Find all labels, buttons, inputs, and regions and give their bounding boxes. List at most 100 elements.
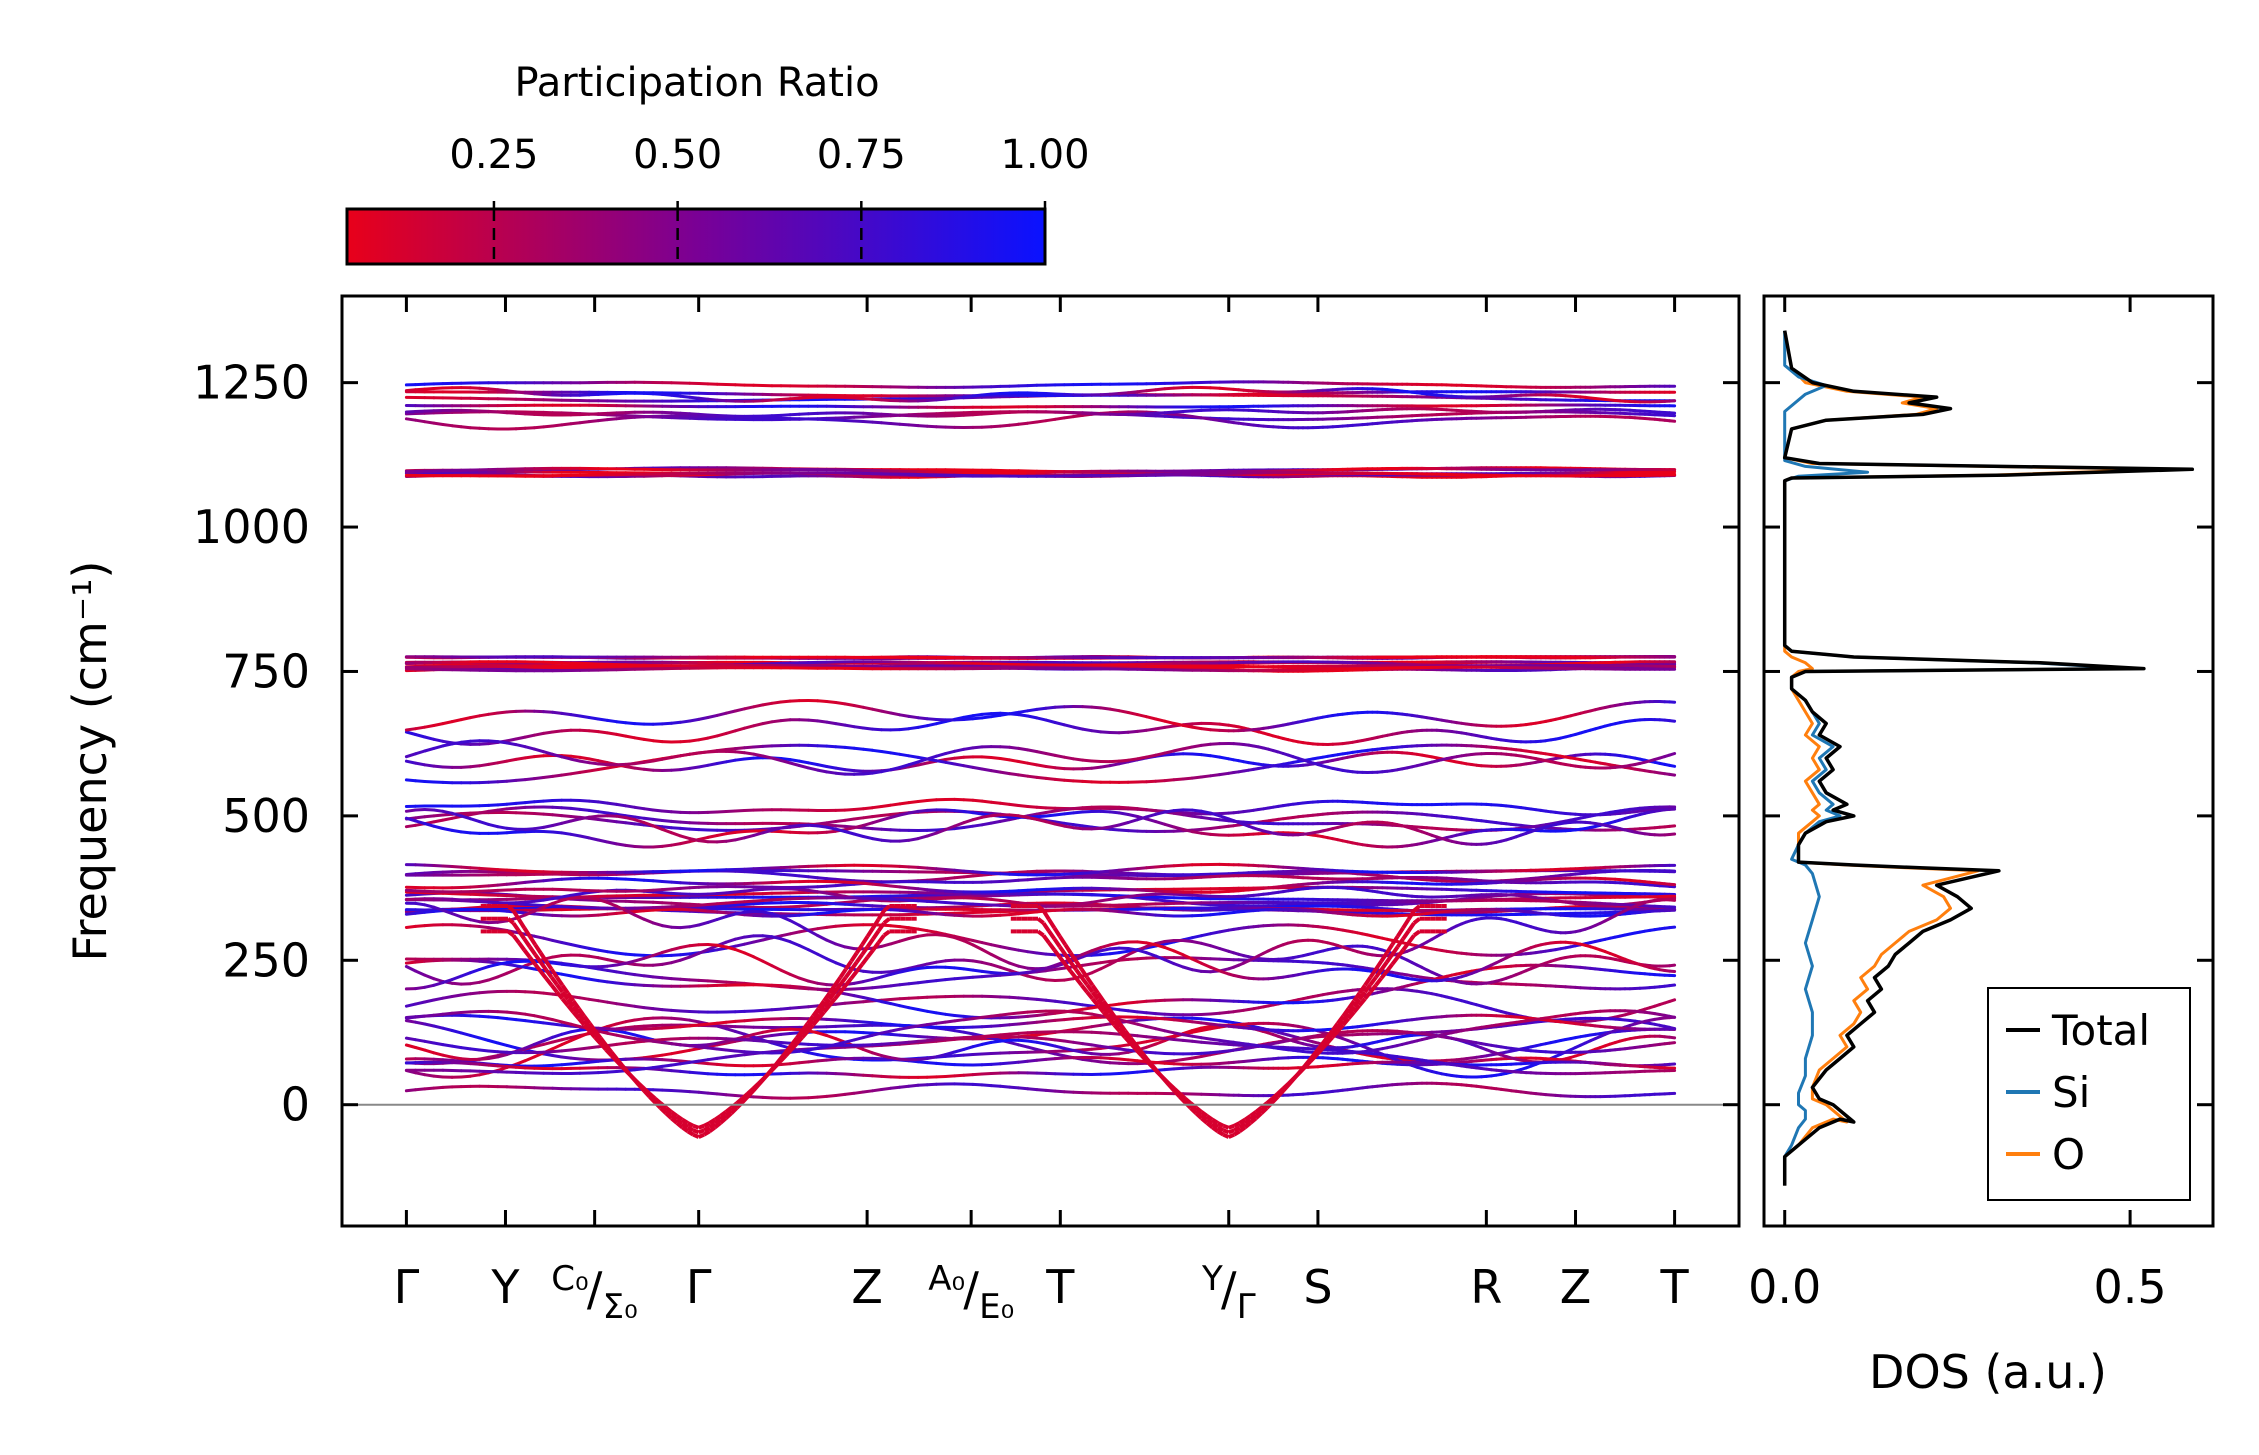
- band-segment: [450, 424, 463, 429]
- band-segment: [706, 413, 719, 417]
- band-segment: [1209, 386, 1222, 390]
- band-segment: [1108, 392, 1121, 396]
- band-segment: [925, 424, 938, 429]
- colorbar-gradient: [345, 207, 1047, 266]
- band-segment: [1199, 416, 1212, 421]
- band-segment: [1181, 409, 1194, 413]
- band-segment: [1145, 411, 1158, 416]
- band-segment: [1126, 390, 1139, 395]
- band-segment: [989, 392, 1002, 396]
- band-segment: [669, 411, 682, 415]
- band-segment: [953, 413, 966, 418]
- band-segment: [542, 393, 555, 397]
- band-segment: [1154, 387, 1167, 392]
- band-segment: [971, 412, 984, 417]
- band-segment: [404, 388, 417, 393]
- band-segment: [1668, 824, 1677, 828]
- band-segment: [1044, 392, 1057, 396]
- band-segment: [706, 397, 719, 402]
- band-segment: [1017, 421, 1030, 426]
- colorbar: Participation Ratio 0.25 0.50 0.75 1.00: [345, 60, 1090, 266]
- band-segment: [843, 396, 856, 400]
- band-segment: [679, 394, 692, 399]
- colorbar-tick-label: 0.75: [817, 132, 906, 178]
- band-segment: [514, 390, 527, 395]
- band-segment: [715, 398, 728, 403]
- band-segment: [907, 423, 920, 428]
- band-segment: [624, 415, 637, 420]
- band-segment: [861, 397, 874, 401]
- band-segment: [688, 412, 701, 416]
- band-segment: [1190, 408, 1203, 413]
- band-segment: [487, 387, 500, 392]
- band-segment: [1172, 415, 1185, 419]
- band-segment: [770, 398, 783, 402]
- band-segment: [560, 422, 573, 427]
- band-segment: [523, 391, 536, 396]
- colorbar-tick-label: 0.25: [449, 132, 538, 178]
- band-segment: [870, 412, 883, 416]
- band-segment: [880, 412, 893, 417]
- band-segment: [1035, 419, 1048, 424]
- band-segment: [898, 422, 911, 427]
- band-segment: [1053, 416, 1066, 421]
- band-segment: [651, 392, 664, 396]
- band-segment: [889, 422, 902, 426]
- band-segment: [578, 420, 591, 425]
- band-segment: [980, 392, 993, 397]
- band-segment: [1044, 417, 1057, 423]
- band-segment: [587, 419, 600, 424]
- band-segment: [852, 419, 865, 423]
- band-segment: [1181, 413, 1194, 418]
- band-segment: [870, 397, 883, 402]
- band-segment: [1008, 422, 1021, 427]
- band-segment: [1163, 386, 1176, 391]
- band-segment: [505, 389, 518, 394]
- band-segment: [441, 423, 454, 428]
- band-segment: [1209, 417, 1222, 422]
- band-segment: [633, 415, 646, 419]
- band-segment: [1062, 415, 1075, 420]
- band-segment: [1190, 415, 1203, 420]
- band-segment: [679, 411, 692, 416]
- band-segment: [998, 423, 1011, 428]
- band-segment: [496, 410, 509, 415]
- band-segment: [605, 411, 619, 415]
- band-segment: [797, 396, 810, 400]
- band-segment: [532, 425, 545, 430]
- band-segment: [889, 413, 902, 417]
- band-segment: [514, 411, 527, 416]
- band-segment: [542, 424, 555, 429]
- band-segment: [953, 395, 966, 400]
- band-segment: [523, 426, 536, 430]
- band-segment: [916, 424, 929, 428]
- band-segment: [404, 410, 417, 414]
- colorbar-ticks: 0.25 0.50 0.75 1.00: [449, 132, 1090, 264]
- band-segment: [834, 418, 847, 422]
- band-segment: [697, 412, 710, 417]
- band-segment: [1218, 386, 1231, 391]
- band-segment: [688, 395, 701, 400]
- band-segment: [861, 420, 874, 424]
- band-segment: [1135, 389, 1148, 394]
- band-segment: [1163, 410, 1176, 415]
- band-segment: [423, 387, 436, 391]
- band-segment: [779, 413, 792, 417]
- band-segment: [496, 388, 509, 393]
- band-segment: [934, 397, 947, 402]
- band-segment: [487, 409, 500, 414]
- band-segment: [852, 396, 865, 401]
- band-segment: [989, 424, 1002, 429]
- band-segment: [1668, 419, 1677, 423]
- band-segment: [1154, 411, 1167, 415]
- band-segment: [779, 397, 792, 401]
- band-segment: [1117, 391, 1130, 395]
- band-segment: [880, 421, 893, 425]
- band-segment: [971, 393, 984, 398]
- band-segment: [980, 412, 993, 416]
- band-segment: [998, 410, 1011, 415]
- band-segment: [514, 426, 527, 431]
- band-segment: [532, 392, 545, 396]
- band-segment: [404, 417, 417, 422]
